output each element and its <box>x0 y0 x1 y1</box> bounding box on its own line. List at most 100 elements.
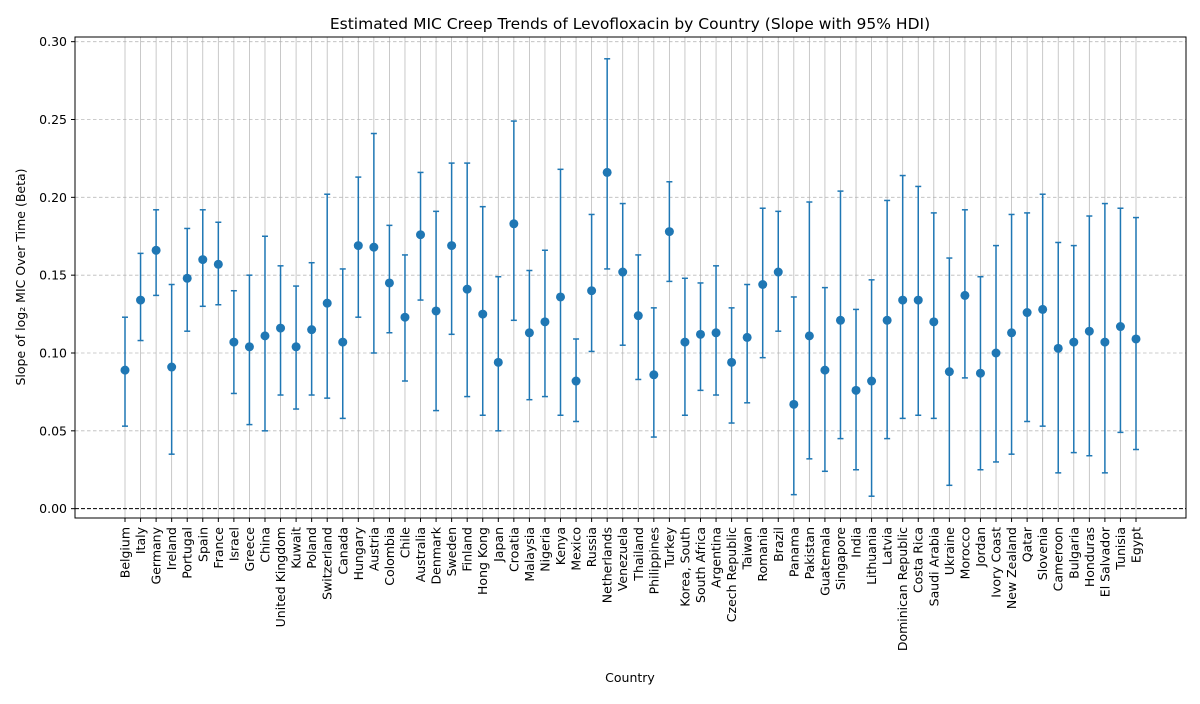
x-tick-label: Cameroon <box>1051 527 1066 591</box>
slope-point <box>338 337 348 347</box>
x-tick-label: Russia <box>584 527 599 567</box>
y-axis-label: Slope of log₂ MIC Over Time (Beta) <box>13 168 28 385</box>
x-tick-label: Kenya <box>553 527 568 565</box>
x-tick-label: Latvia <box>880 527 895 565</box>
slope-point <box>369 242 379 252</box>
x-tick-label: Tunisia <box>1113 527 1128 571</box>
slope-point <box>602 167 612 177</box>
slope-point <box>540 317 550 327</box>
x-tick-label: Sweden <box>444 527 459 576</box>
data-series <box>120 58 1141 497</box>
x-tick-label: South Africa <box>693 527 708 603</box>
x-tick-label: China <box>257 527 272 563</box>
x-tick-label: Greece <box>242 527 257 572</box>
x-tick-label: Canada <box>335 527 350 575</box>
slope-point <box>758 280 768 290</box>
slope-point <box>789 399 799 409</box>
slope-point <box>913 295 923 305</box>
x-tick-label: Germany <box>149 526 164 584</box>
slope-point <box>291 342 301 352</box>
grid-lines <box>75 37 1186 518</box>
x-tick-label: New Zealand <box>1004 527 1019 609</box>
x-tick-label: Brazil <box>771 527 786 562</box>
x-tick-label: Bulgaria <box>1066 527 1081 579</box>
x-tick-label: Ireland <box>164 527 179 570</box>
slope-point <box>804 331 814 341</box>
slope-point <box>975 368 985 378</box>
x-tick-label: Denmark <box>429 526 444 584</box>
x-tick-label: France <box>211 527 226 569</box>
y-tick-label: 0.15 <box>39 268 67 283</box>
slope-point <box>276 323 286 333</box>
slope-point <box>695 329 705 339</box>
x-tick-label: Argentina <box>709 527 724 588</box>
x-tick-label: Lithuania <box>864 527 879 585</box>
y-tick-label: 0.25 <box>39 112 67 127</box>
slope-point <box>1053 343 1063 353</box>
slope-point <box>587 286 597 296</box>
x-tick-label: Belgium <box>118 527 133 578</box>
slope-point <box>400 312 410 322</box>
x-tick-label: Poland <box>304 527 319 569</box>
x-tick-label: Hong Kong <box>475 527 490 595</box>
x-tick-label: Slovenia <box>1035 527 1050 580</box>
x-tick-label: Saudi Arabia <box>926 527 941 606</box>
x-tick-label: Dominican Republic <box>895 527 910 651</box>
slope-point <box>727 357 737 367</box>
x-tick-label: Colombia <box>382 527 397 586</box>
x-tick-label: Morocco <box>957 527 972 579</box>
x-tick-label: Hungary <box>351 526 366 580</box>
slope-point <box>556 292 566 302</box>
x-tick-label: Nigeria <box>537 527 552 572</box>
slope-point <box>882 315 892 325</box>
slope-point <box>136 295 146 305</box>
x-tick-label: Philippines <box>646 527 661 594</box>
slope-point <box>835 315 845 325</box>
x-tick-label: Finland <box>460 527 475 572</box>
x-tick-label: Switzerland <box>320 527 335 600</box>
slope-point <box>991 348 1001 358</box>
slope-point <box>1100 337 1110 347</box>
x-tick-label: Kuwait <box>289 527 304 569</box>
x-tick-label: Czech Republic <box>724 527 739 622</box>
slope-point <box>151 245 161 255</box>
slope-point <box>1007 328 1017 338</box>
slope-point <box>742 332 752 342</box>
slope-point <box>416 230 426 240</box>
x-tick-label: Australia <box>413 527 428 582</box>
x-tick-label: Taiwan <box>740 527 755 571</box>
slope-point <box>120 365 130 375</box>
x-tick-label: Ukraine <box>942 527 957 576</box>
slope-point <box>384 278 394 288</box>
x-tick-label: Pakistan <box>802 527 817 579</box>
slope-point <box>649 370 659 380</box>
x-tick-label: Italy <box>133 526 148 554</box>
chart-title: Estimated MIC Creep Trends of Levofloxac… <box>330 15 930 33</box>
y-tick-label: 0.20 <box>39 190 67 205</box>
slope-point <box>322 298 332 308</box>
x-tick-label: Panama <box>786 527 801 577</box>
slope-point <box>929 317 939 327</box>
slope-point <box>851 385 861 395</box>
x-tick-label: Honduras <box>1082 527 1097 587</box>
x-tick-label: United Kingdom <box>273 527 288 627</box>
x-tick-label: Portugal <box>180 527 195 579</box>
y-tick-label: 0.30 <box>39 34 67 49</box>
slope-point <box>571 376 581 386</box>
x-tick-label: Austria <box>366 527 381 571</box>
x-tick-label: Jordan <box>973 527 988 568</box>
x-tick-label: Turkey <box>662 526 677 568</box>
slope-point <box>1022 308 1032 318</box>
slope-point <box>944 367 954 377</box>
x-tick-label: India <box>849 527 864 558</box>
slope-point <box>1038 304 1048 314</box>
slope-point <box>478 309 488 319</box>
x-tick-label: Ivory Coast <box>989 527 1004 598</box>
x-tick-label: Korea, South <box>677 527 692 607</box>
slope-point <box>898 295 908 305</box>
x-tick-label: Romania <box>755 527 770 582</box>
slope-point <box>664 227 674 237</box>
y-axis-ticks: 0.00 0.05 0.10 0.15 0.20 0.25 0.30 <box>39 34 75 516</box>
